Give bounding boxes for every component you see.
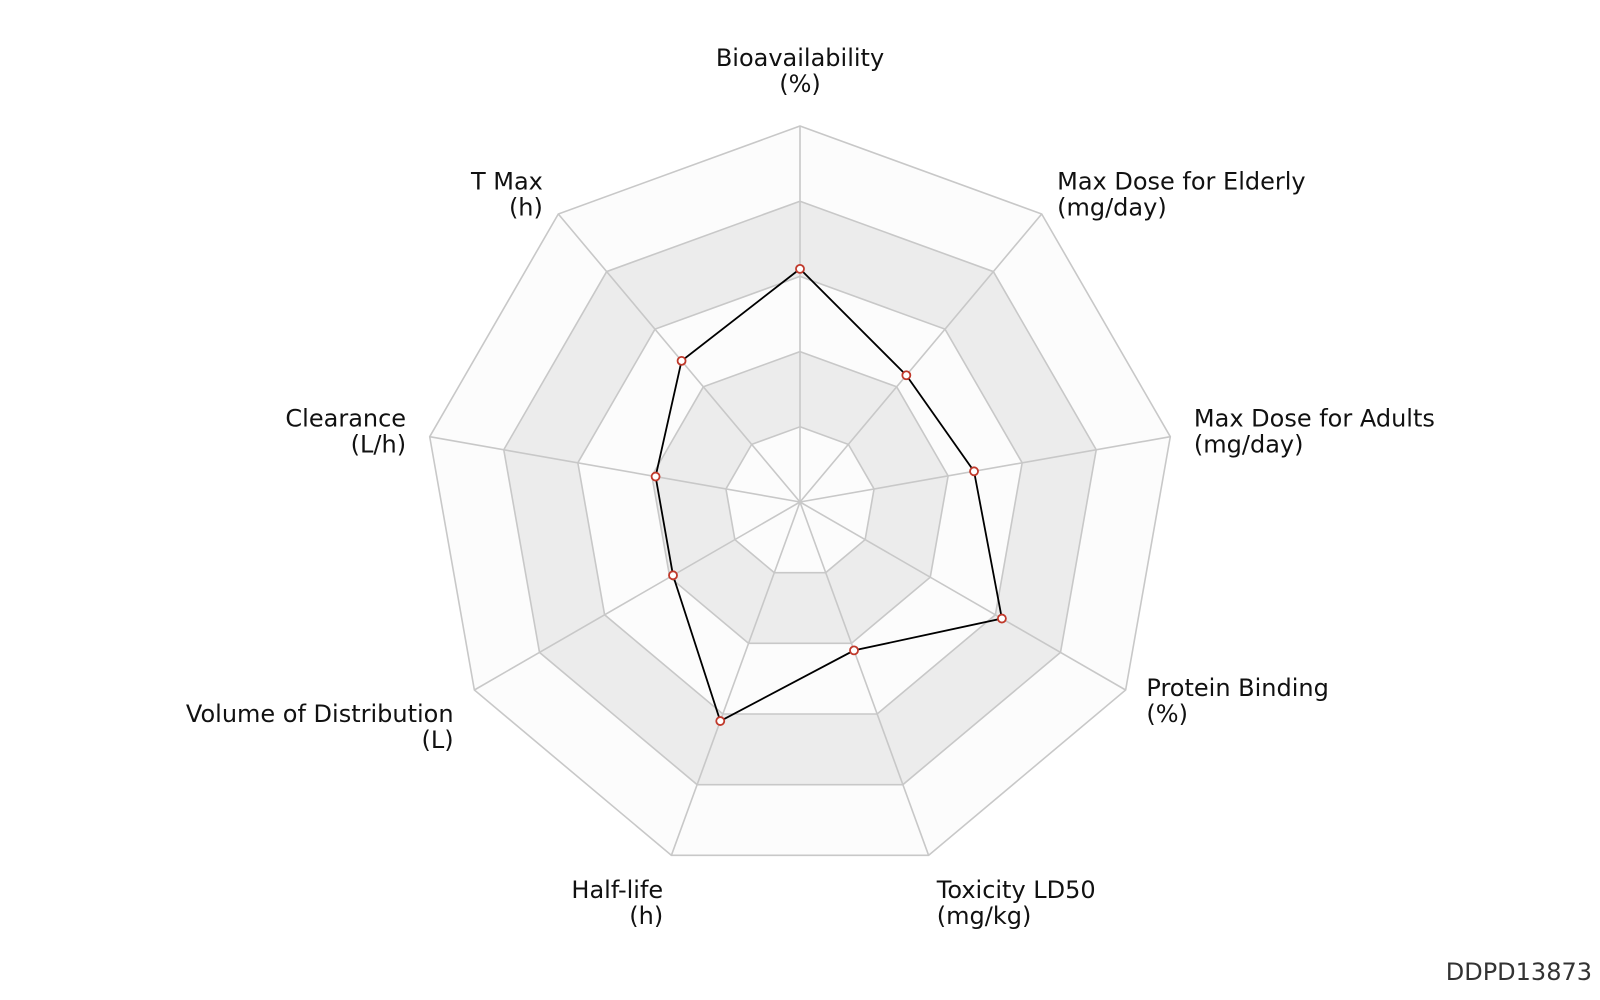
axis-label-1: Bioavailability xyxy=(716,44,884,72)
axis-spoke-5 xyxy=(799,501,930,856)
axis-label-2: Max Dose for Elderly xyxy=(1057,168,1306,196)
axis-label-6: Half-life xyxy=(571,876,663,904)
data-point-8 xyxy=(650,471,661,482)
axis-label-7: Volume of Distribution xyxy=(186,700,454,728)
axis-spoke-3 xyxy=(799,435,1171,503)
data-point-4 xyxy=(996,613,1007,624)
axis-label-9: T Max xyxy=(470,168,543,196)
axis-label-8: Clearance xyxy=(285,405,406,433)
axis-unit-9: (h) xyxy=(509,194,543,222)
series-line xyxy=(654,267,1003,723)
axis-spoke-2 xyxy=(799,213,1043,503)
axis-unit-1: (%) xyxy=(779,70,821,98)
axis-spoke-6 xyxy=(670,501,801,856)
axis-label-4: Protein Binding xyxy=(1146,674,1328,702)
axis-unit-5: (mg/kg) xyxy=(937,902,1032,930)
axis-unit-7: (L) xyxy=(421,726,453,754)
data-point-6 xyxy=(715,716,726,726)
axis-unit-8: (L/h) xyxy=(351,431,406,459)
axis-label-3: Max Dose for Adults xyxy=(1194,405,1435,433)
axis-spoke-8 xyxy=(429,435,801,503)
data-point-1 xyxy=(795,263,805,274)
axis-spoke-7 xyxy=(473,501,801,691)
data-point-2 xyxy=(901,370,912,381)
data-point-5 xyxy=(849,645,859,656)
data-point-3 xyxy=(969,466,979,477)
axis-unit-6: (h) xyxy=(629,902,663,930)
data-point-7 xyxy=(668,570,678,581)
axis-unit-2: (mg/day) xyxy=(1057,194,1167,222)
watermark-id: DDPD13873 xyxy=(1445,958,1592,986)
axis-unit-3: (mg/day) xyxy=(1194,431,1304,459)
axis-label-5: Toxicity LD50 xyxy=(936,876,1096,904)
axis-spoke-4 xyxy=(799,501,1127,691)
data-point-9 xyxy=(676,355,687,366)
axis-unit-4: (%) xyxy=(1146,700,1188,728)
